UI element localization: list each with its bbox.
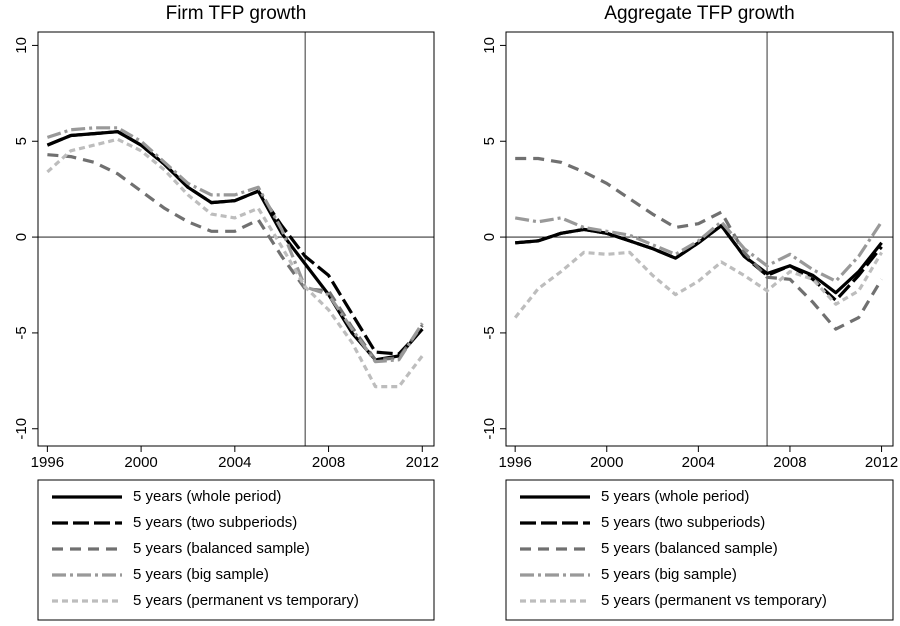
series-line (514, 216, 883, 283)
series-line (46, 137, 424, 389)
x-tick-label: 2008 (312, 454, 345, 471)
series-line (47, 153, 424, 362)
legend-frame (37, 479, 435, 621)
x-tick-label: 1996 (31, 454, 64, 471)
series-line (513, 250, 883, 319)
legend-label: 5 years (balanced sample) (133, 540, 310, 557)
x-tick-label: 2012 (865, 454, 898, 471)
x-tick-label: 2008 (773, 454, 806, 471)
series-line (515, 224, 883, 295)
legend-label: 5 years (two subperiods) (601, 514, 765, 531)
x-tick-label: 2004 (682, 454, 715, 471)
chart-title: Aggregate TFP growth (604, 3, 794, 24)
y-tick-label: 10 (13, 37, 30, 54)
y-tick-label: 5 (13, 137, 30, 145)
x-tick-label: 2000 (124, 454, 157, 471)
legend-label: 5 years (whole period) (133, 488, 281, 505)
y-tick-label: 0 (13, 233, 30, 241)
x-tick-label: 1996 (498, 454, 531, 471)
plot-frame (505, 31, 894, 447)
plot-frame (37, 31, 435, 447)
legend-label: 5 years (big sample) (601, 566, 737, 583)
chart-title: Firm TFP growth (166, 3, 307, 24)
y-tick-label: -10 (481, 418, 498, 440)
legend-label: 5 years (two subperiods) (133, 514, 297, 531)
y-tick-label: 10 (481, 37, 498, 54)
y-tick-label: 0 (481, 233, 498, 241)
y-tick-label: 5 (481, 137, 498, 145)
series-line (46, 130, 424, 356)
legend-label: 5 years (permanent vs temporary) (601, 592, 827, 609)
legend-label: 5 years (big sample) (133, 566, 269, 583)
y-tick-label: -5 (13, 326, 30, 339)
legend-label: 5 years (balanced sample) (601, 540, 778, 557)
x-tick-label: 2012 (406, 454, 439, 471)
x-tick-label: 2004 (218, 454, 251, 471)
legend-label: 5 years (permanent vs temporary) (133, 592, 359, 609)
legend-frame (505, 479, 894, 621)
series-line (515, 224, 883, 302)
x-tick-label: 2000 (590, 454, 623, 471)
series-line (46, 126, 424, 364)
series-line (515, 156, 883, 331)
y-tick-label: -5 (481, 326, 498, 339)
y-tick-label: -10 (13, 418, 30, 440)
legend-label: 5 years (whole period) (601, 488, 749, 505)
